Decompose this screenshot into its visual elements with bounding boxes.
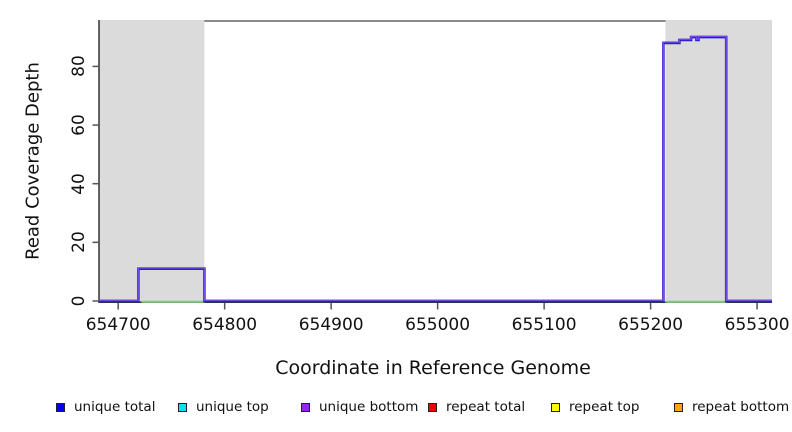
x-tick-label: 654800 bbox=[192, 315, 258, 335]
legend-item-unique-total: unique total bbox=[56, 399, 156, 415]
legend-label: unique bottom bbox=[319, 399, 419, 415]
legend-label: repeat bottom bbox=[692, 399, 790, 415]
y-tick-label: 40 bbox=[69, 172, 89, 195]
legend-swatch-icon bbox=[551, 402, 560, 412]
x-tick-label: 654700 bbox=[85, 315, 151, 335]
legend-item-repeat-bottom: repeat bottom bbox=[674, 399, 790, 415]
legend-label: unique total bbox=[74, 399, 156, 415]
legend-item-repeat-top: repeat top bbox=[551, 399, 640, 415]
y-tick-label: 20 bbox=[69, 231, 89, 254]
repeat-region bbox=[665, 20, 772, 303]
coverage-line-purple bbox=[99, 35, 772, 301]
x-tick-label: 655300 bbox=[724, 315, 790, 335]
legend-swatch-icon bbox=[674, 402, 683, 412]
legend-item-repeat-total: repeat total bbox=[428, 399, 526, 415]
y-tick-label: 60 bbox=[69, 114, 89, 136]
legend-swatch-icon bbox=[428, 402, 437, 412]
x-tick-label: 655000 bbox=[405, 315, 471, 335]
x-tick-label: 655200 bbox=[618, 315, 684, 335]
x-axis-title: Coordinate in Reference Genome bbox=[275, 357, 591, 379]
y-axis-title: Read Coverage Depth bbox=[22, 62, 44, 260]
y-tick-label: 80 bbox=[69, 55, 89, 78]
legend-label: repeat top bbox=[569, 399, 640, 415]
y-tick-label: 0 bbox=[69, 295, 89, 307]
x-tick-label: 655100 bbox=[511, 315, 577, 335]
legend-item-unique-top: unique top bbox=[178, 399, 269, 415]
repeat-region bbox=[99, 20, 205, 303]
legend-label: repeat total bbox=[446, 399, 526, 415]
legend-swatch-icon bbox=[56, 402, 65, 412]
x-tick-label: 654900 bbox=[298, 315, 364, 335]
legend-swatch-icon bbox=[178, 402, 187, 412]
legend-swatch-icon bbox=[301, 402, 310, 412]
legend-item-unique-bottom: unique bottom bbox=[301, 399, 419, 415]
coverage-line-blue bbox=[99, 35, 772, 303]
legend-label: unique top bbox=[196, 399, 269, 415]
